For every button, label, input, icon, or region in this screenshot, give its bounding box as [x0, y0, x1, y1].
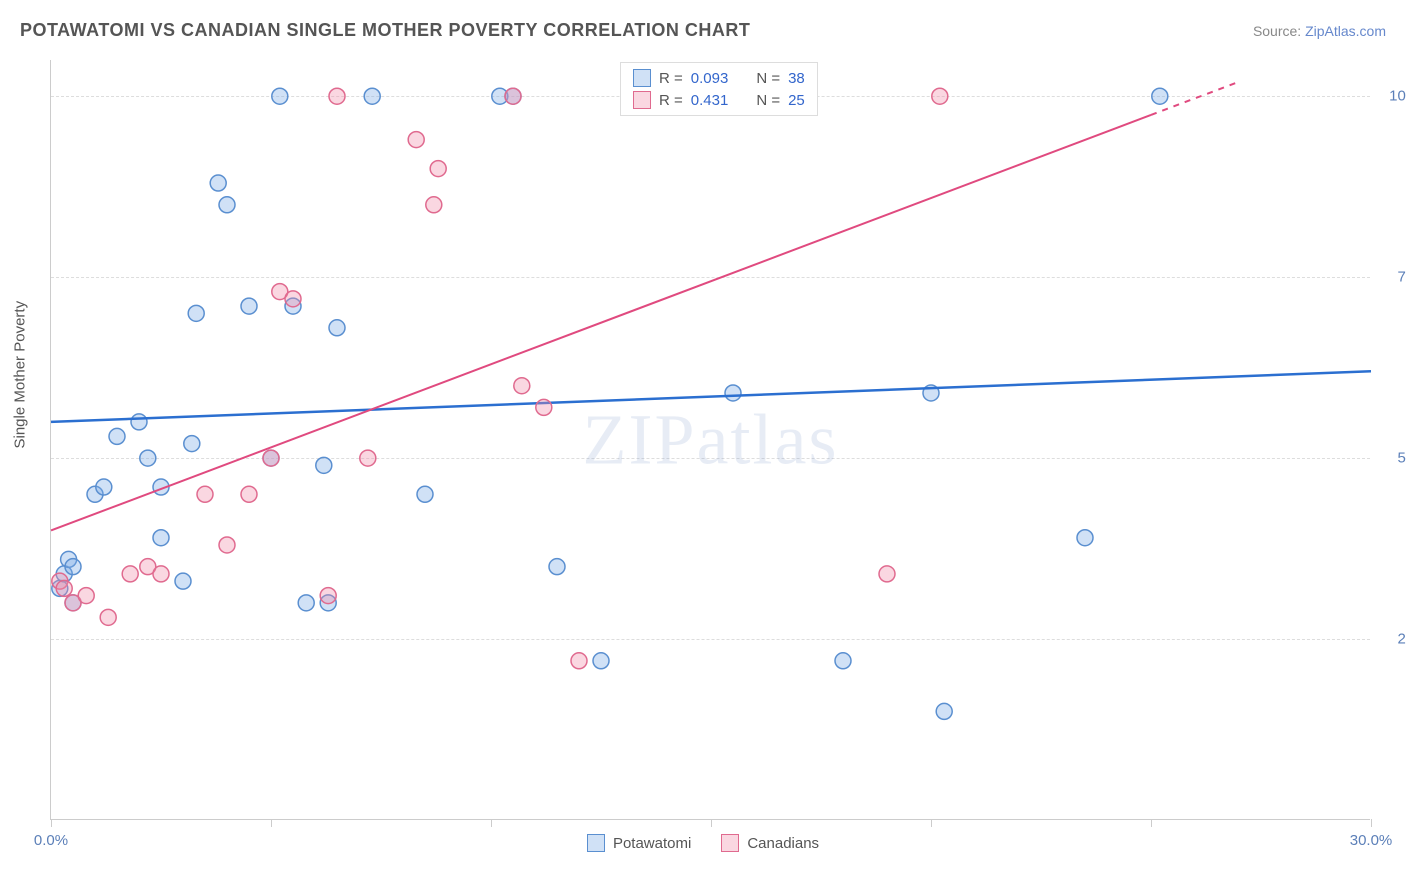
scatter-point — [514, 378, 530, 394]
scatter-point — [360, 450, 376, 466]
scatter-point — [285, 291, 301, 307]
source: Source: ZipAtlas.com — [1253, 23, 1386, 39]
scatter-point — [122, 566, 138, 582]
trend-line — [51, 371, 1371, 422]
legend-correlation-row: R = 0.431 N = 25 — [633, 89, 805, 111]
legend-series-item: Potawatomi — [587, 834, 691, 852]
xtick — [711, 819, 712, 827]
scatter-point — [241, 298, 257, 314]
scatter-point — [835, 653, 851, 669]
legend-series-label: Canadians — [747, 835, 819, 852]
scatter-point — [329, 320, 345, 336]
plot-svg — [51, 60, 1370, 819]
scatter-point — [932, 88, 948, 104]
legend-correlation-row: R = 0.093 N = 38 — [633, 67, 805, 89]
ytick-label: 75.0% — [1380, 269, 1406, 286]
legend-n-value: 38 — [788, 70, 805, 87]
scatter-point — [329, 88, 345, 104]
legend-correlation: R = 0.093 N = 38 R = 0.431 N = 25 — [620, 62, 818, 116]
xtick — [1371, 819, 1372, 827]
xtick — [271, 819, 272, 827]
scatter-point — [571, 653, 587, 669]
y-axis-label: Single Mother Poverty — [12, 301, 29, 449]
scatter-point — [188, 305, 204, 321]
scatter-point — [320, 588, 336, 604]
legend-swatch — [721, 834, 739, 852]
scatter-point — [197, 486, 213, 502]
scatter-point — [109, 428, 125, 444]
scatter-point — [78, 588, 94, 604]
legend-n-label: N = — [756, 92, 780, 109]
scatter-point — [549, 559, 565, 575]
legend-r-label: R = — [659, 70, 683, 87]
scatter-point — [593, 653, 609, 669]
legend-n-value: 25 — [788, 92, 805, 109]
scatter-point — [210, 175, 226, 191]
scatter-point — [140, 450, 156, 466]
scatter-point — [153, 566, 169, 582]
scatter-point — [879, 566, 895, 582]
scatter-point — [263, 450, 279, 466]
scatter-point — [175, 573, 191, 589]
scatter-point — [1152, 88, 1168, 104]
ytick-label: 100.0% — [1380, 88, 1406, 105]
legend-r-value: 0.093 — [691, 70, 729, 87]
legend-r-value: 0.431 — [691, 92, 729, 109]
scatter-point — [1077, 530, 1093, 546]
scatter-point — [96, 479, 112, 495]
legend-swatch — [633, 69, 651, 87]
scatter-point — [272, 88, 288, 104]
scatter-point — [131, 414, 147, 430]
legend-series-label: Potawatomi — [613, 835, 691, 852]
scatter-point — [219, 197, 235, 213]
ytick-label: 50.0% — [1380, 450, 1406, 467]
scatter-point — [505, 88, 521, 104]
scatter-point — [430, 161, 446, 177]
scatter-point — [184, 436, 200, 452]
scatter-point — [56, 580, 72, 596]
scatter-point — [364, 88, 380, 104]
scatter-point — [298, 595, 314, 611]
scatter-point — [153, 530, 169, 546]
legend-series-item: Canadians — [721, 834, 819, 852]
scatter-point — [219, 537, 235, 553]
xtick — [931, 819, 932, 827]
header: POTAWATOMI VS CANADIAN SINGLE MOTHER POV… — [20, 20, 1386, 41]
ytick-label: 25.0% — [1380, 631, 1406, 648]
scatter-point — [408, 132, 424, 148]
scatter-point — [536, 399, 552, 415]
legend-swatch — [633, 91, 651, 109]
scatter-point — [936, 703, 952, 719]
scatter-point — [241, 486, 257, 502]
legend-swatch — [587, 834, 605, 852]
xtick — [1151, 819, 1152, 827]
legend-r-label: R = — [659, 92, 683, 109]
chart-area: ZIPatlas 25.0%50.0%75.0%100.0%0.0%30.0% — [50, 60, 1370, 820]
scatter-point — [65, 559, 81, 575]
source-label: Source: — [1253, 23, 1305, 39]
scatter-point — [417, 486, 433, 502]
scatter-point — [426, 197, 442, 213]
xtick — [51, 819, 52, 827]
scatter-point — [100, 609, 116, 625]
xtick — [491, 819, 492, 827]
legend-n-label: N = — [756, 70, 780, 87]
scatter-point — [316, 457, 332, 473]
scatter-point — [725, 385, 741, 401]
legend-series: Potawatomi Canadians — [0, 834, 1406, 852]
chart-title: POTAWATOMI VS CANADIAN SINGLE MOTHER POV… — [20, 20, 750, 41]
source-value: ZipAtlas.com — [1305, 23, 1386, 39]
